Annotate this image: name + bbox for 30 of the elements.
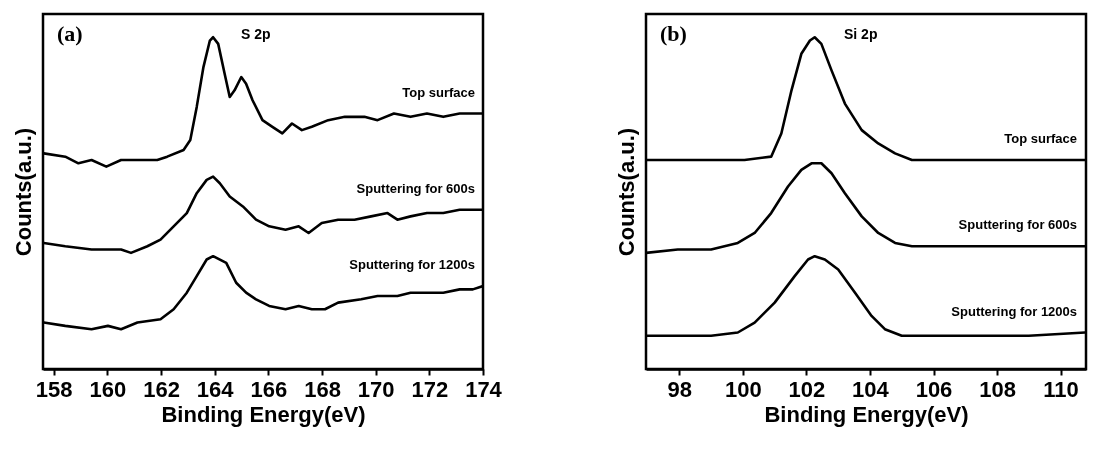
y-axis-title: Counts(a.u.) — [613, 127, 639, 257]
x-tick-label: 164 — [196, 376, 235, 402]
x-tick-label: 110 — [1043, 376, 1079, 402]
series-label: Sputtering for 1200s — [951, 303, 1078, 319]
x-tick-label: 172 — [411, 376, 449, 402]
chart-title: Si 2p — [844, 26, 878, 42]
x-axis-title: Binding Energy(eV) — [764, 401, 969, 427]
annotation: (a) — [57, 21, 83, 46]
x-tick-label: 166 — [250, 376, 288, 402]
x-tick-label: 170 — [357, 376, 395, 402]
y-axis-title: Counts(a.u.) — [10, 127, 36, 257]
x-tick-label: 168 — [304, 376, 341, 402]
annotation: (b) — [660, 21, 687, 46]
series-label: Sputtering for 600s — [958, 217, 1078, 233]
series-label: Top surface — [1004, 130, 1078, 146]
series-label: Top surface — [402, 84, 475, 100]
x-tick-label: 174 — [465, 376, 503, 402]
x-tick-label: 100 — [725, 376, 762, 402]
x-tick-label: 106 — [915, 376, 953, 402]
x-tick-label: 158 — [35, 376, 73, 402]
x-tick-label: 104 — [852, 376, 890, 402]
x-tick-label: 98 — [667, 376, 693, 402]
x-tick-label: 160 — [89, 376, 127, 402]
series-label: Sputtering for 1200s — [349, 257, 475, 273]
series-label: Sputtering for 600s — [356, 180, 475, 196]
x-tick-label: 162 — [143, 376, 180, 402]
chart-title: S 2p — [241, 26, 271, 42]
x-tick-label: 108 — [979, 376, 1016, 402]
x-axis-title: Binding Energy(eV) — [161, 401, 366, 427]
x-tick-label: 102 — [788, 376, 826, 402]
